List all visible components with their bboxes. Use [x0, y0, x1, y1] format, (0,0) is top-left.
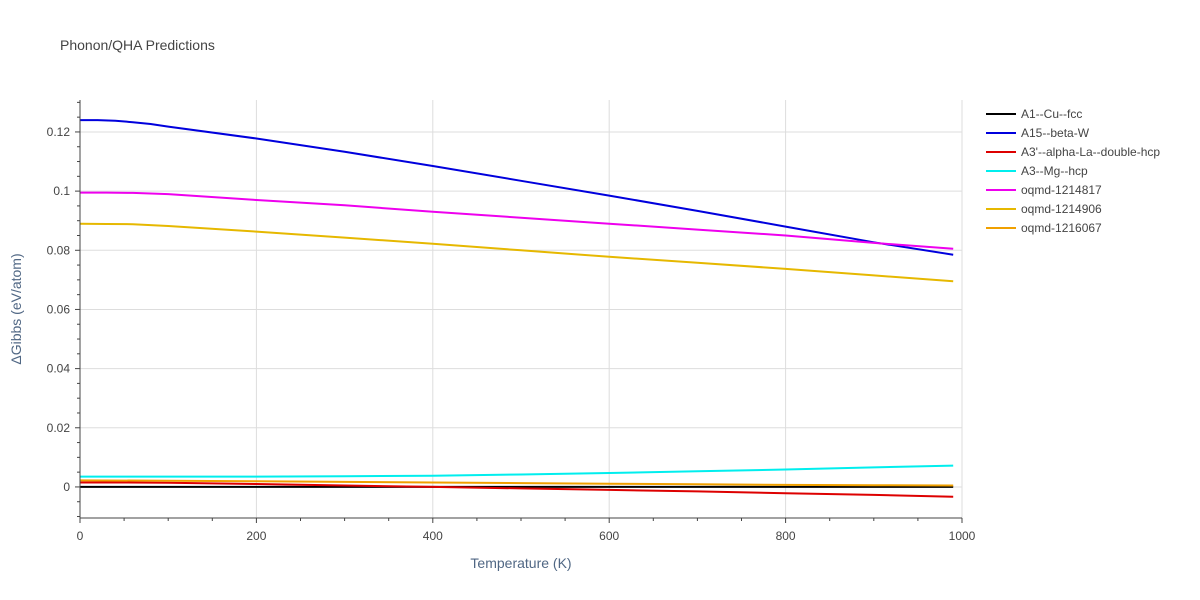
x-tick-label: 1000	[949, 529, 976, 543]
series-line-5[interactable]	[80, 191, 954, 250]
y-tick-label: 0.02	[47, 421, 71, 435]
x-tick-label: 800	[776, 529, 796, 543]
legend-label: oqmd-1214817	[1021, 183, 1102, 197]
legend[interactable]: A1--Cu--fcc A15--beta-W A3'--alpha-La--dou…	[986, 107, 1160, 235]
legend-label: A3'--alpha-La--double-hcp	[1021, 145, 1160, 159]
series-line-6[interactable]	[79, 222, 954, 283]
legend-label: A1--Cu--fcc	[1021, 107, 1082, 121]
series-lines	[79, 119, 954, 498]
legend-item[interactable]: oqmd-1214817	[986, 183, 1102, 197]
chart-title: Phonon/QHA Predictions	[60, 37, 215, 53]
x-tick-label: 600	[599, 529, 619, 543]
x-tick-label: 200	[246, 529, 266, 543]
x-axis-title: Temperature (K)	[470, 555, 571, 571]
y-axis-title: ΔGibbs (eV/atom)	[8, 253, 24, 364]
y-tick-label: 0.12	[47, 125, 71, 139]
legend-item[interactable]: oqmd-1214906	[986, 202, 1102, 216]
legend-item[interactable]: A3'--alpha-La--double-hcp	[986, 145, 1160, 159]
legend-item[interactable]: A15--beta-W	[986, 126, 1090, 140]
grid	[80, 100, 963, 518]
legend-item[interactable]: A3--Mg--hcp	[986, 164, 1088, 178]
y-tick-label: 0.06	[47, 302, 71, 316]
series-line-7[interactable]	[79, 479, 954, 487]
x-tick-label: 400	[423, 529, 443, 543]
series-line-3[interactable]	[80, 481, 954, 498]
axes: 0 200 400 600 800 1000 0 0.02 0.04 0.06 0.08 0.1 0.1…	[47, 100, 976, 543]
y-tick-label: 0	[63, 480, 70, 494]
series-line-2[interactable]	[80, 119, 954, 256]
legend-label: A3--Mg--hcp	[1021, 164, 1088, 178]
series-line-4[interactable]	[80, 464, 954, 478]
legend-label: oqmd-1216067	[1021, 221, 1102, 235]
legend-item[interactable]: oqmd-1216067	[986, 221, 1102, 235]
x-tick-label: 0	[77, 529, 84, 543]
y-tick-label: 0.04	[47, 362, 71, 376]
legend-item[interactable]: A1--Cu--fcc	[986, 107, 1082, 121]
legend-label: oqmd-1214906	[1021, 202, 1102, 216]
legend-label: A15--beta-W	[1021, 126, 1090, 140]
y-tick-label: 0.08	[47, 243, 71, 257]
y-tick-label: 0.1	[53, 184, 70, 198]
